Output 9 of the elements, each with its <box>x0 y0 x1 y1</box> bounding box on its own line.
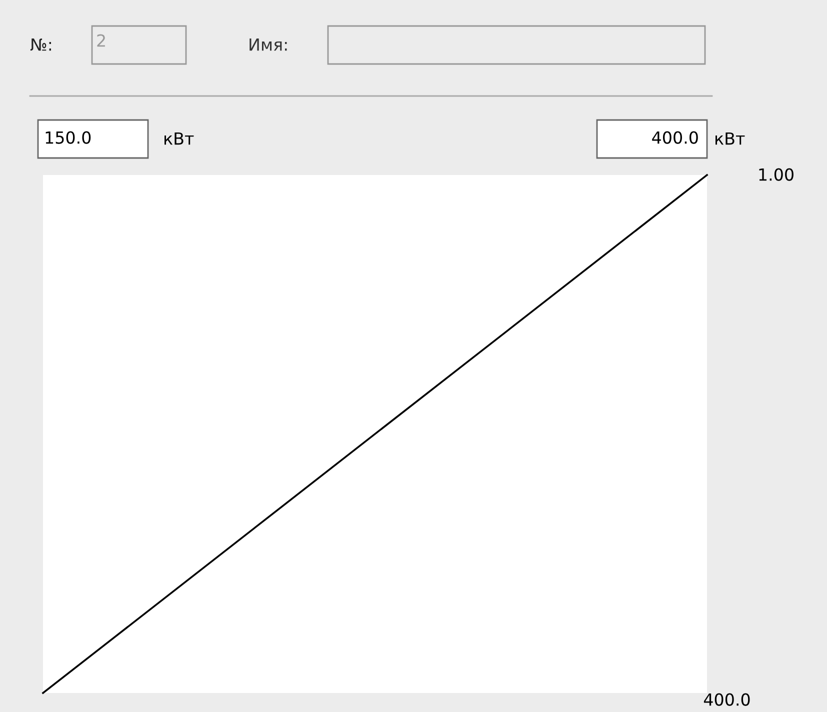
text: 2 <box>97 34 105 47</box>
text: кВт <box>164 132 194 145</box>
text: кВт <box>716 132 745 145</box>
annotation: 1.00 <box>759 168 794 181</box>
text: 400.0 <box>652 131 698 144</box>
text: 150.0 <box>46 131 91 144</box>
text: №: <box>30 38 52 51</box>
text: 400.0 <box>704 693 750 706</box>
text: Имя: <box>250 38 287 51</box>
